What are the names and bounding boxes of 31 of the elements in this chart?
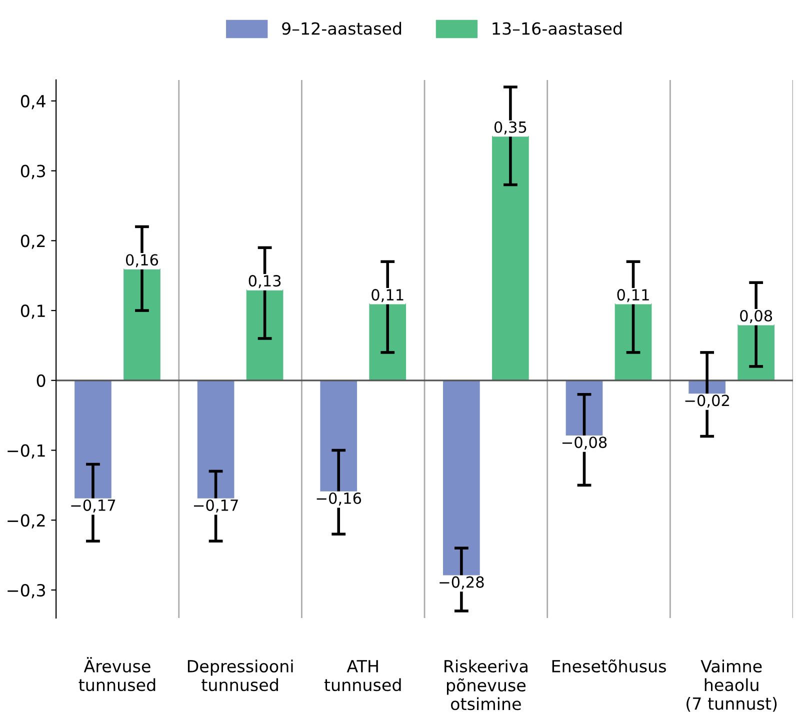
bar [246,290,284,380]
bar [369,304,406,380]
data-label: −0,02 [685,394,729,408]
data-label: −0,17 [194,499,238,513]
data-label: −0,16 [316,492,362,506]
y-tick-label: 0,2 [20,234,45,249]
data-label: 0,11 [617,289,649,302]
x-tick-label: Riskeeriva põnevuse otsimine [444,660,528,710]
data-label: −0,08 [562,436,607,450]
bar [124,268,160,380]
x-tick-label: ATH tunnused [324,660,401,692]
data-label: −0,28 [440,576,484,590]
data-label: 0,35 [494,121,526,134]
y-tick-label: −0,3 [8,584,46,598]
data-label: 0,11 [372,289,404,302]
data-label: 0,13 [248,275,281,288]
y-tick-label: −0,1 [8,444,45,459]
data-label: 0,16 [126,254,158,268]
y-tick-label: 0,1 [20,304,45,319]
y-tick-label: 0,3 [20,164,46,180]
legend-label: 9–12-aastased [282,22,402,35]
x-tick-label: Depressiooni tunnused [188,660,293,692]
y-tick-label: 0 [36,374,46,387]
data-label: 0,08 [740,310,772,324]
x-tick-label: Ärevuse tunnused [78,657,156,692]
x-tick-label: Vaimne heaolu (7 tunnust) [686,660,777,712]
y-tick-label: 0,4 [20,94,46,110]
data-label: −0,17 [71,499,116,513]
y-tick-label: −0,2 [8,514,45,528]
legend-label: 13–16-aastased [492,22,622,35]
x-tick-label: Enesetõhusus [552,659,666,673]
